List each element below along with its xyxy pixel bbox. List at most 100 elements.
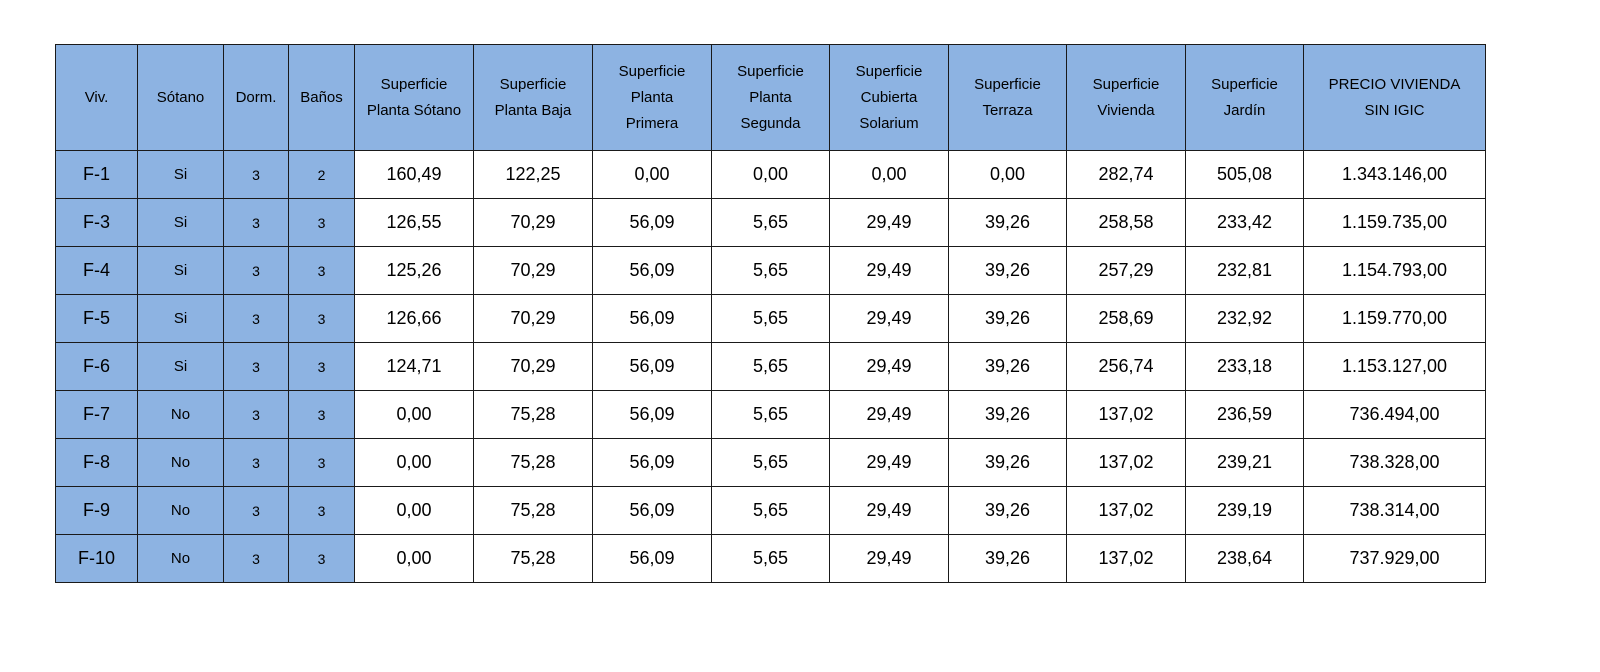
cell-precio-vivienda: 738.314,00	[1303, 486, 1486, 535]
column-header-line: PRECIO VIVIENDA	[1328, 75, 1461, 93]
cell-vivienda: F-1	[55, 150, 138, 199]
header-superficie-planta-segunda: Superficie Planta Segunda	[711, 44, 830, 151]
cell-superficie-planta-segunda: 5,65	[711, 486, 830, 535]
table-row: F-4 Si 3 3 125,26 70,29 56,09 5,65 29,49 39,26 257…	[55, 246, 1486, 295]
cell-sotano: Si	[137, 294, 224, 343]
cell-vivienda: F-7	[55, 390, 138, 439]
header-vivienda: Viv.	[55, 44, 138, 151]
cell-superficie-vivienda: 258,58	[1066, 198, 1186, 247]
column-header-line: Planta Sótano	[366, 101, 462, 119]
cell-banos: 2	[288, 150, 355, 199]
table-row: F-1 Si 3 2 160,49 122,25 0,00 0,00 0,00 0,00 282,7…	[55, 150, 1486, 199]
table-row: F-6 Si 3 3 124,71 70,29 56,09 5,65 29,49 39,26 256…	[55, 342, 1486, 391]
cell-superficie-vivienda: 137,02	[1066, 390, 1186, 439]
cell-superficie-planta-sotano: 0,00	[354, 390, 474, 439]
cell-superficie-planta-primera: 56,09	[592, 534, 712, 583]
cell-superficie-jardin: 239,19	[1185, 486, 1304, 535]
table-row: F-8 No 3 3 0,00 75,28 56,09 5,65 29,49 39,26 137,0…	[55, 438, 1486, 487]
table-body: F-1 Si 3 2 160,49 122,25 0,00 0,00 0,00 0,00 282,7…	[55, 150, 1486, 583]
column-header-line: Solarium	[859, 114, 919, 132]
cell-superficie-jardin: 233,18	[1185, 342, 1304, 391]
cell-superficie-planta-primera: 56,09	[592, 438, 712, 487]
cell-precio-vivienda: 1.153.127,00	[1303, 342, 1486, 391]
header-superficie-planta-sotano: Superficie Planta Sótano	[354, 44, 474, 151]
cell-dormitorios: 3	[223, 150, 289, 199]
header-superficie-cubierta-solarium: Superficie Cubierta Solarium	[829, 44, 949, 151]
cell-superficie-cubierta-solarium: 29,49	[829, 486, 949, 535]
column-header-line: Baños	[300, 88, 343, 106]
cell-sotano: No	[137, 390, 224, 439]
column-header-line: Planta	[630, 88, 674, 106]
header-banos: Baños	[288, 44, 355, 151]
column-header-line: Superficie	[618, 62, 686, 80]
cell-superficie-planta-primera: 56,09	[592, 246, 712, 295]
price-table-container: Viv. Sótano Dorm. Baños Superficie Planta Sót…	[55, 44, 1486, 583]
cell-superficie-planta-baja: 122,25	[473, 150, 593, 199]
cell-dormitorios: 3	[223, 438, 289, 487]
cell-banos: 3	[288, 390, 355, 439]
cell-sotano: No	[137, 534, 224, 583]
cell-banos: 3	[288, 198, 355, 247]
column-header-line: Terraza	[982, 101, 1033, 119]
cell-superficie-cubierta-solarium: 29,49	[829, 438, 949, 487]
cell-superficie-planta-baja: 75,28	[473, 390, 593, 439]
cell-banos: 3	[288, 534, 355, 583]
column-header-line: Planta	[749, 88, 792, 106]
cell-superficie-terraza: 39,26	[948, 438, 1067, 487]
cell-sotano: Si	[137, 198, 224, 247]
cell-vivienda: F-3	[55, 198, 138, 247]
cell-vivienda: F-9	[55, 486, 138, 535]
cell-superficie-planta-primera: 56,09	[592, 486, 712, 535]
cell-banos: 3	[288, 486, 355, 535]
cell-precio-vivienda: 738.328,00	[1303, 438, 1486, 487]
column-header-line: Jardín	[1223, 101, 1266, 119]
cell-superficie-cubierta-solarium: 29,49	[829, 390, 949, 439]
column-header-line: Segunda	[740, 114, 801, 132]
column-header-line: Sótano	[156, 88, 205, 106]
cell-superficie-planta-sotano: 124,71	[354, 342, 474, 391]
table-row: F-7 No 3 3 0,00 75,28 56,09 5,65 29,49 39,26 137,0…	[55, 390, 1486, 439]
column-header-line: Superficie	[1092, 75, 1160, 93]
cell-superficie-cubierta-solarium: 29,49	[829, 246, 949, 295]
table-header-row: Viv. Sótano Dorm. Baños Superficie Planta Sót…	[55, 44, 1486, 151]
cell-dormitorios: 3	[223, 246, 289, 295]
cell-dormitorios: 3	[223, 390, 289, 439]
cell-superficie-planta-primera: 0,00	[592, 150, 712, 199]
cell-superficie-vivienda: 256,74	[1066, 342, 1186, 391]
cell-superficie-vivienda: 137,02	[1066, 534, 1186, 583]
cell-dormitorios: 3	[223, 198, 289, 247]
cell-superficie-terraza: 39,26	[948, 294, 1067, 343]
column-header-line: Vivienda	[1097, 101, 1155, 119]
header-superficie-vivienda: Superficie Vivienda	[1066, 44, 1186, 151]
cell-dormitorios: 3	[223, 342, 289, 391]
cell-superficie-planta-baja: 70,29	[473, 246, 593, 295]
housing-price-table: Viv. Sótano Dorm. Baños Superficie Planta Sót…	[55, 44, 1486, 583]
cell-superficie-cubierta-solarium: 0,00	[829, 150, 949, 199]
cell-precio-vivienda: 736.494,00	[1303, 390, 1486, 439]
cell-superficie-planta-baja: 70,29	[473, 294, 593, 343]
cell-superficie-planta-segunda: 5,65	[711, 246, 830, 295]
cell-superficie-planta-sotano: 0,00	[354, 438, 474, 487]
cell-superficie-cubierta-solarium: 29,49	[829, 534, 949, 583]
column-header-line: Cubierta	[860, 88, 918, 106]
column-header-line: Dorm.	[235, 88, 277, 106]
cell-dormitorios: 3	[223, 294, 289, 343]
table-row: F-3 Si 3 3 126,55 70,29 56,09 5,65 29,49 39,26 258…	[55, 198, 1486, 247]
cell-superficie-jardin: 232,81	[1185, 246, 1304, 295]
cell-superficie-planta-sotano: 125,26	[354, 246, 474, 295]
cell-superficie-jardin: 233,42	[1185, 198, 1304, 247]
cell-superficie-planta-sotano: 126,55	[354, 198, 474, 247]
column-header-line: Superficie	[380, 75, 448, 93]
cell-vivienda: F-5	[55, 294, 138, 343]
column-header-line: Superficie	[1211, 75, 1278, 93]
cell-superficie-planta-baja: 75,28	[473, 534, 593, 583]
cell-superficie-planta-segunda: 5,65	[711, 438, 830, 487]
table-row: F-10 No 3 3 0,00 75,28 56,09 5,65 29,49 39,26 137,…	[55, 534, 1486, 583]
column-header-line: Superficie	[499, 75, 567, 93]
cell-superficie-planta-sotano: 126,66	[354, 294, 474, 343]
cell-superficie-terraza: 39,26	[948, 534, 1067, 583]
cell-superficie-vivienda: 257,29	[1066, 246, 1186, 295]
cell-superficie-jardin: 236,59	[1185, 390, 1304, 439]
cell-superficie-planta-segunda: 5,65	[711, 390, 830, 439]
cell-superficie-jardin: 239,21	[1185, 438, 1304, 487]
